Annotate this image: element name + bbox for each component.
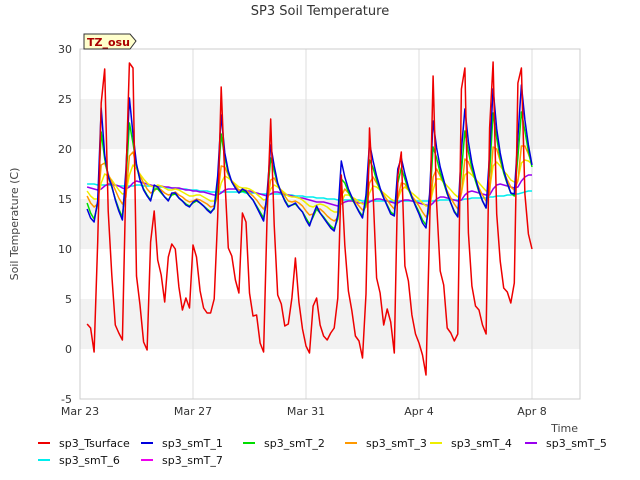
legend-label-sp3-smT-2: sp3_smT_2 [264, 437, 325, 450]
x-tick-label: Apr 8 [517, 405, 547, 418]
y-tick-label: 0 [65, 343, 72, 356]
x-tick-label: Mar 27 [174, 405, 212, 418]
plot-band [80, 299, 580, 349]
tz-badge: TZ_osu [83, 33, 137, 50]
y-tick-label: 25 [58, 93, 72, 106]
legend-label-sp3-Tsurface: sp3_Tsurface [59, 437, 130, 450]
plot-bands [80, 49, 580, 399]
y-tick-label: 20 [58, 143, 72, 156]
y-tick-label: 15 [58, 193, 72, 206]
y-tick-label: 30 [58, 43, 72, 56]
legend-label-sp3-smT-5: sp3_smT_5 [546, 437, 607, 450]
legend-label-sp3-smT-1: sp3_smT_1 [162, 437, 223, 450]
chart-title: SP3 Soil Temperature [251, 4, 389, 19]
legend-label-sp3-smT-6: sp3_smT_6 [59, 454, 120, 467]
x-axis-label: Time [550, 422, 578, 435]
tz-badge-box [83, 33, 137, 50]
series-line-sp3-smT-1 [86, 84, 533, 232]
x-tick-label: Apr 4 [404, 405, 434, 418]
y-tick-label: 5 [65, 293, 72, 306]
x-axis-ticks: Mar 23 Mar 27 Mar 31 Apr 4 Apr 8 [61, 405, 547, 418]
plot-frame [79, 48, 581, 400]
series-line-sp3-Tsurface [86, 61, 533, 376]
legend-label-sp3-smT-3: sp3_smT_3 [366, 437, 427, 450]
x-tick-label: Mar 23 [61, 405, 99, 418]
plot-band [80, 349, 580, 399]
plot-band [80, 99, 580, 149]
y-tick-label: 10 [58, 243, 72, 256]
legend-label-sp3-smT-7: sp3_smT_7 [162, 454, 223, 467]
legend: sp3_Tsurface sp3_smT_1 sp3_smT_2 sp3_smT_3 s… [38, 437, 607, 467]
plot-band [80, 49, 580, 99]
y-axis-ticks: -5 0 5 10 15 20 25 30 [58, 43, 72, 406]
series-line-sp3-smT-4 [86, 159, 533, 213]
y-tick-label: -5 [61, 393, 72, 406]
series-lines [86, 61, 533, 376]
plot-band [80, 249, 580, 299]
x-tick-label: Mar 31 [287, 405, 325, 418]
series-line-sp3-smT-6 [87, 183, 532, 202]
y-axis-label: Soil Temperature (C) [8, 168, 21, 281]
tz-badge-text: TZ_osu [87, 36, 130, 49]
legend-label-sp3-smT-4: sp3_smT_4 [451, 437, 512, 450]
